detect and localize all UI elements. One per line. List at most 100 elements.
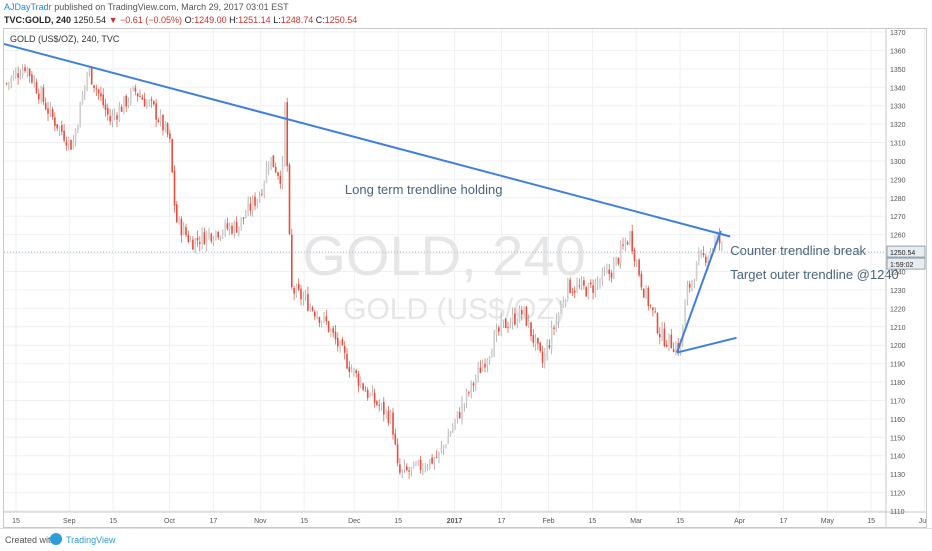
x-tick-label: 15 [676,518,684,525]
candle-body [642,288,645,298]
candle-body [422,468,424,472]
candle-body [530,322,532,337]
candle-body [235,222,238,233]
candle-body [527,321,530,327]
candle-body [608,269,611,274]
candle-body [468,392,470,394]
candle-body [362,383,364,390]
candle-body [585,287,588,297]
price-chart[interactable]: GOLD, 240 GOLD (US$/OZ) Long term trendlin… [4,29,926,527]
x-tick-label: 2017 [447,518,463,525]
candle-body [560,304,562,313]
tradingview-brand-link[interactable]: TradingView [66,535,116,545]
x-tick-label: Mar [630,518,643,525]
candle-body [449,432,452,436]
candle-body [279,175,282,184]
last-price: 1250.54 [73,15,107,25]
y-tick-label: 1150 [890,435,905,442]
candle-body [123,96,125,112]
y-tick-label: 1290 [890,177,906,184]
y-tick-label: 1270 [890,214,906,221]
candle-body [369,394,371,397]
candle-body [63,130,65,141]
candle-body [201,231,203,243]
candle-body [495,328,498,336]
candle-body [49,107,52,113]
x-tick-label: 17 [209,518,217,525]
candle-body [132,86,134,91]
author-link[interactable]: AJDayTradr [4,2,52,12]
candle-body [327,321,330,332]
long-term-trendline [4,42,731,238]
candle-body [583,280,585,286]
candle-body [300,288,302,300]
x-tick-label: Apr [734,518,746,525]
candle-body [169,133,171,139]
candle-body [24,67,26,72]
candle-body [291,234,293,288]
candle-body [553,327,555,329]
candle-body [638,259,640,276]
candle-body [695,262,698,281]
high-key: H: [229,15,239,25]
y-tick-label: 1340 [890,85,906,92]
candle-body [86,74,88,85]
watermark-name: GOLD (US$/OZ) [343,293,565,326]
candle-body [447,435,450,445]
close-value: 1250.54 [324,15,358,25]
open-key: O: [184,15,195,25]
x-tick-label: 15 [300,518,308,525]
candle-body [139,96,141,97]
candle-body [284,103,286,165]
candle-body [426,466,429,470]
candle-body [424,468,427,469]
candle-body [337,337,339,347]
candle-body [272,155,275,168]
annotation-long-term: Long term trendline holding [345,182,503,197]
candle-body [341,339,344,346]
candle-body [665,344,668,347]
candle-body [562,302,565,306]
candle-body [93,85,95,89]
candle-body [320,321,323,323]
tradingview-logo-icon[interactable] [50,533,62,545]
candle-body [251,197,254,211]
candle-body [521,310,523,315]
candle-body [610,272,613,278]
high-value: 1251.14 [238,15,271,25]
x-tick-label: 15 [867,518,875,525]
candle-body [113,114,116,116]
candle-body [88,68,91,74]
x-tick-label: 17 [780,518,788,525]
candle-body [573,290,576,293]
y-tick-label: 1230 [890,288,906,295]
candle-body [539,342,542,352]
candle-body [17,73,19,78]
candle-body [205,233,208,245]
candle-body [307,294,309,311]
candle-body [65,141,68,146]
candle-body [394,433,397,445]
candle-body [118,106,121,121]
candle-body [47,108,49,114]
candle-body [148,100,151,103]
candle-body [194,238,197,252]
candle-body [371,391,374,396]
watermark-symbol: GOLD, 240 [302,224,585,287]
candle-body [21,69,24,77]
candle-body [516,322,519,325]
candle-body [475,378,477,385]
candle-body [54,117,56,126]
chart-frame[interactable]: GOLD, 240 GOLD (US$/OZ) Long term trendlin… [3,28,927,528]
candle-body [360,382,362,386]
candle-body [599,281,601,284]
candle-body [670,334,673,349]
candle-body [325,316,328,322]
candle-body [366,389,369,398]
candle-body [647,287,650,306]
candle-body [663,328,666,346]
candle-body [107,108,109,115]
candle-body [465,391,468,403]
candle-body [258,195,261,201]
candle-body [626,242,629,245]
